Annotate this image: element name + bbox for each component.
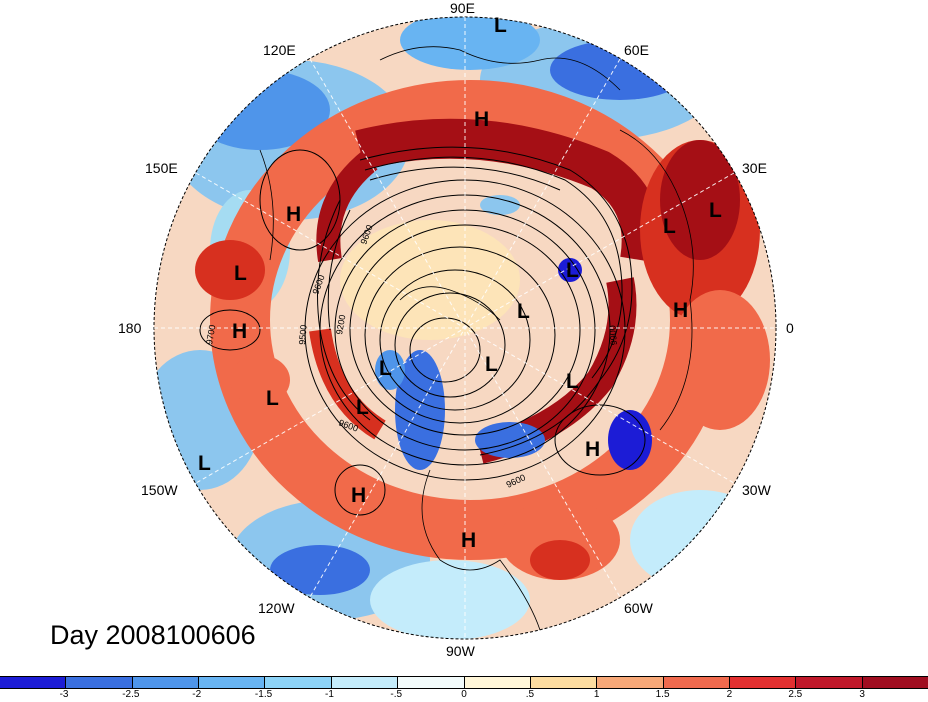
colorbar-tick-label: -2.5 [122,689,140,700]
colorbar-tick-label: -1.5 [254,689,273,700]
lon-label-120e: 120E [263,42,296,58]
pressure-center-high: H [474,108,489,131]
colorbar-tick-label: .5 [525,689,535,700]
colorbar [0,676,928,689]
colorbar-segment [265,677,332,688]
lon-label-150w: 150W [141,482,178,498]
coastlines [259,46,694,631]
colorbar-segment [199,677,266,688]
lon-label-30w: 30W [742,482,771,498]
pressure-centers: H L H L H L L L L L H L L L H H H L L [198,14,722,552]
pressure-center-low: L [266,387,279,410]
lon-label-150e: 150E [145,160,178,176]
lon-label-60e: 60E [624,42,649,58]
colorbar-tick-label: 0 [461,689,467,700]
pressure-center-low: L [356,396,369,419]
colorbar-tick-label: 2.5 [788,689,803,700]
pressure-center-low: L [198,452,211,475]
pressure-center-high: H [351,484,366,507]
pressure-center-low: L [566,370,579,393]
colorbar-segment [66,677,133,688]
lon-label-0: 0 [786,320,794,336]
lon-label-120w: 120W [258,600,295,616]
colorbar-tick-label: 1.5 [655,689,670,700]
contour-label: 9200 [334,314,347,335]
colorbar-tick-label: -3 [59,689,69,700]
pressure-center-low: L [494,14,507,37]
lon-label-180: 180 [118,320,142,336]
colorbar-tick-label: -2 [192,689,202,700]
colorbar-segment [862,677,928,688]
lon-label-60w: 60W [624,600,653,616]
colorbar-labels: -3 -2.5 -2 -1.5 -1 -.5 0 .5 1 1.5 2 2.5 … [0,689,928,702]
contour-label: 9500 [297,324,309,345]
pressure-center-high: H [286,203,301,226]
pressure-center-low: L [566,259,579,282]
contour-label: 9900 [607,325,619,346]
polar-map: 9700 9600 9200 9500 9600 9900 9600 9600 … [153,14,777,640]
colorbar-segment [729,677,797,688]
colorbar-segment [398,677,465,688]
colorbar-segment [663,677,730,688]
colorbar-segment [530,677,598,688]
pressure-center-low: L [234,262,247,285]
colorbar-tick-label: 3 [859,689,865,700]
colorbar-segment [597,677,664,688]
map-title: Day 2008100606 [50,620,256,650]
pressure-center-low: L [485,353,498,376]
pressure-center-low: L [663,215,676,238]
lon-label-90w: 90W [446,643,475,659]
colorbar-tick-label: -1 [324,689,334,700]
colorbar-segment [464,677,531,688]
colorbar-tick-label: 1 [593,689,600,700]
colorbar-segment [132,677,200,688]
pressure-center-high: H [585,438,600,461]
pressure-center-low: L [517,300,530,323]
colorbar-segment [796,677,863,688]
contour-label: 9700 [204,324,217,345]
lon-label-90e: 90E [450,0,475,16]
pressure-center-high: H [232,320,247,343]
colorbar-segment [0,677,67,688]
colorbar-tick-label: 2 [726,689,733,700]
colorbar-tick-label: -.5 [390,689,403,700]
lon-label-30e: 30E [742,160,767,176]
colorbar-segment [331,677,399,688]
pressure-center-high: H [673,299,688,322]
pressure-center-high: H [461,529,476,552]
graticule [154,17,776,639]
pressure-center-low: L [709,199,722,222]
pressure-center-low: L [379,357,392,380]
